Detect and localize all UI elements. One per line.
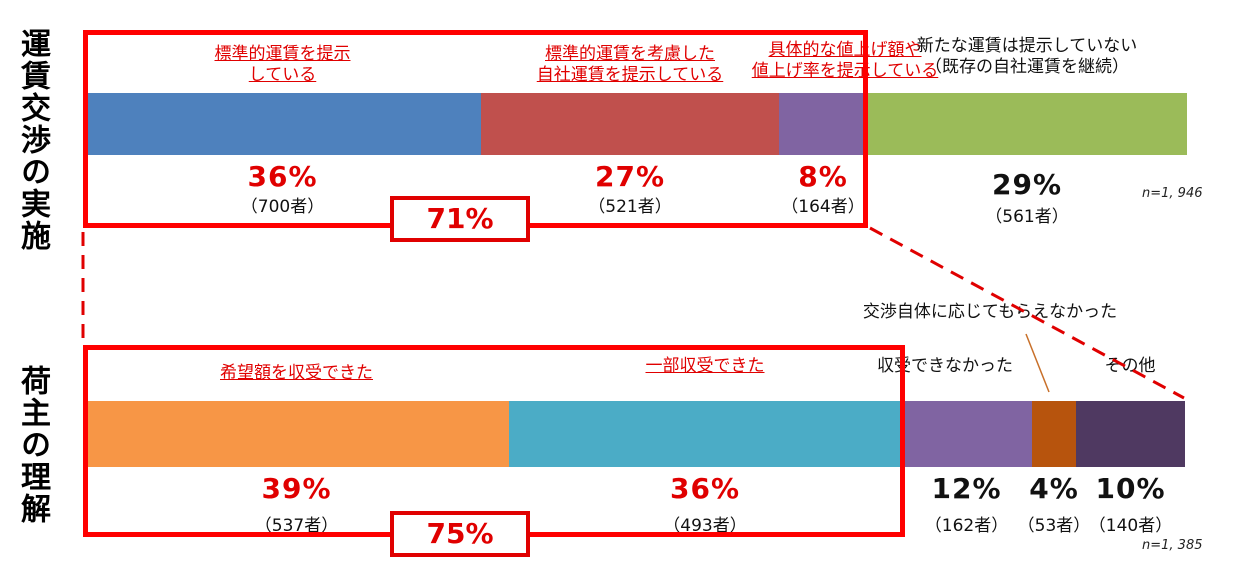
bar-segment (779, 93, 867, 155)
segment-label-line: 一部収受できた (645, 356, 765, 376)
segment-percent: 4% (1029, 472, 1079, 505)
bar-segment (1032, 401, 1076, 467)
highlight-frame-bottom (83, 345, 905, 537)
segment-label-line: 標準的運賃を考慮した (545, 44, 715, 64)
bar-segment (1076, 401, 1185, 467)
segment-label-line: 値上げ率を提示している (751, 61, 939, 81)
segment-count: （162者） (924, 516, 1009, 536)
segment-count: （53者） (1017, 516, 1091, 536)
segment-label-line: その他 (1104, 356, 1156, 376)
bar-segment (901, 401, 1032, 467)
segment-count: （521者） (588, 197, 672, 217)
segment-percent: 36% (247, 160, 318, 193)
n-note-bottom: n=1, 385 (1142, 538, 1203, 553)
leader-line (1025, 333, 1050, 393)
segment-label: 交渉自体に応じてもらえなかった (863, 302, 1117, 323)
segment-label-line: 標準的運賃を提示 (214, 44, 351, 64)
segment-label: 標準的運賃を考慮した 自社運賃を提示している (537, 44, 724, 86)
segment-count: （537者） (254, 516, 339, 536)
segment-label: 希望額を収受できた (220, 363, 373, 384)
segment-label-line: 新たな運賃は提示していない (916, 36, 1138, 56)
segment-percent: 10% (1095, 472, 1166, 505)
highlight-total-bottom: 75% (390, 511, 530, 557)
highlight-total-top: 71% (390, 196, 530, 242)
bar-segment (84, 93, 481, 155)
segment-label-line: 希望額を収受できた (220, 363, 373, 383)
segment-percent: 29% (991, 168, 1063, 201)
bar-segment (84, 401, 509, 467)
segment-percent: 36% (669, 472, 741, 505)
bar-segment (481, 93, 779, 155)
bar-segment (509, 401, 901, 467)
segment-count: （700者） (240, 197, 325, 217)
segment-label: その他 (1105, 356, 1156, 377)
row-label-negotiation: 運賃交渉の実施 (15, 28, 50, 252)
segment-label: 具体的な値上げ額や 値上げ率を提示している (752, 40, 939, 82)
segment-label-line: している (248, 65, 317, 85)
segment-count: （561者） (985, 207, 1069, 227)
segment-percent: 39% (261, 472, 332, 505)
segment-count: （164者） (781, 197, 865, 217)
bar-segment (867, 93, 1187, 155)
n-note-top: n=1, 946 (1142, 186, 1203, 201)
segment-label-line: 自社運賃を提示している (536, 65, 724, 85)
segment-label-line: 交渉自体に応じてもらえなかった (862, 302, 1118, 322)
segment-label: 標準的運賃を提示 している (215, 44, 351, 86)
segment-percent: 12% (931, 472, 1002, 505)
segment-label: 新たな運賃は提示していない （既存の自社運賃を継続） (917, 36, 1138, 78)
segment-label: 一部収受できた (646, 356, 765, 377)
row-label-shipper: 荷主の理解 (15, 365, 50, 525)
segment-count: （140者） (1088, 516, 1173, 536)
segment-label-line: 具体的な値上げ額や (768, 40, 922, 60)
segment-percent: 8% (798, 160, 848, 193)
segment-percent: 27% (594, 160, 666, 193)
segment-label-line: （既存の自社運賃を継続） (925, 57, 1129, 77)
segment-count: （493者） (663, 516, 747, 536)
